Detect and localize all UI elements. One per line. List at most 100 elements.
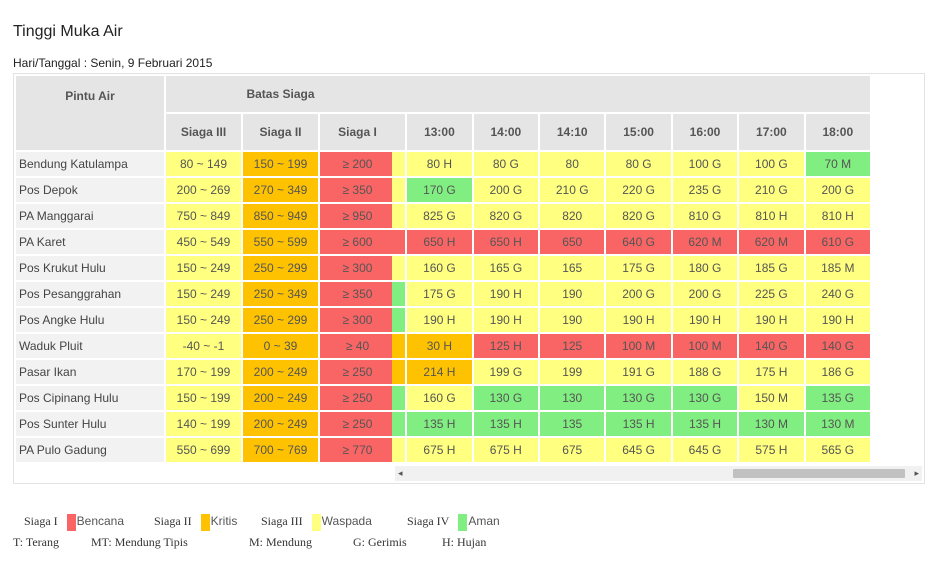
- legend-label: Siaga II: [154, 514, 192, 529]
- legend-swatch: [458, 514, 468, 531]
- horizontal-scrollbar[interactable]: ◂ ▸: [395, 466, 922, 481]
- reading-cell: 620 M: [672, 230, 738, 254]
- reading-cell: 80: [540, 152, 605, 176]
- siaga-2-range: 700 ~ 769: [243, 438, 318, 462]
- reading-cell: 135 H: [672, 412, 738, 436]
- weather-code: MT: Mendung Tipis: [91, 535, 188, 549]
- reading-cell: 210 G: [739, 178, 804, 202]
- weather-code: T: Terang: [13, 535, 59, 549]
- reading-cell: 175 G: [606, 256, 671, 280]
- siaga-1-range: ≥ 350: [320, 178, 395, 202]
- scroll-right-icon[interactable]: ▸: [914, 468, 919, 478]
- reading-cell: 125 H: [473, 334, 539, 358]
- reading-cell: 180 G: [672, 256, 738, 280]
- legend-label: Siaga I: [24, 514, 58, 529]
- header-spacer: [392, 76, 870, 112]
- reading-cell: [392, 230, 406, 254]
- legend-status-name: Bencana: [76, 514, 125, 529]
- siaga-3-range: -40 ~ -1: [166, 334, 241, 358]
- reading-cell: 80 H: [407, 152, 472, 176]
- legend-status-name: Aman: [468, 514, 500, 529]
- time-column-header: 14:00: [473, 114, 539, 150]
- reading-cell: 235 G: [672, 178, 738, 202]
- siaga-3-header: Siaga III: [166, 114, 241, 150]
- reading-cell: 130 G: [672, 386, 738, 410]
- scrollbar-thumb[interactable]: [733, 469, 905, 478]
- station-threshold-table: Pintu Air Batas Siaga Siaga III Siaga II…: [14, 74, 397, 464]
- reading-cell: 225 G: [739, 282, 804, 306]
- table-row: Pos Angke Hulu 150 ~ 249 250 ~ 299 ≥ 300: [16, 308, 395, 332]
- reading-cell: 214 H: [407, 360, 472, 384]
- weather-code: M: Mendung: [249, 535, 312, 549]
- siaga-2-range: 200 ~ 249: [243, 386, 318, 410]
- reading-cell: 200 G: [606, 282, 671, 306]
- siaga-2-range: 250 ~ 299: [243, 256, 318, 280]
- station-name: PA Manggarai: [16, 204, 164, 228]
- siaga-1-range: ≥ 600: [320, 230, 395, 254]
- reading-row: 675 H 675 H 675 645 G 645 G 575 H 565 G: [392, 438, 870, 462]
- siaga-2-range: 250 ~ 299: [243, 308, 318, 332]
- siaga-3-range: 150 ~ 199: [166, 386, 241, 410]
- reading-cell: 620 M: [739, 230, 804, 254]
- legend-label: Siaga IV: [407, 514, 450, 529]
- siaga-1-range: ≥ 950: [320, 204, 395, 228]
- reading-cell: 165 G: [473, 256, 539, 280]
- reading-cell: 191 G: [606, 360, 671, 384]
- reading-cell: 240 G: [805, 282, 870, 306]
- reading-cell: [392, 152, 406, 176]
- reading-cell: 135 H: [606, 412, 671, 436]
- siaga-2-range: 150 ~ 199: [243, 152, 318, 176]
- siaga-3-range: 140 ~ 199: [166, 412, 241, 436]
- siaga-1-range: ≥ 300: [320, 256, 395, 280]
- reading-cell: 130 M: [739, 412, 804, 436]
- reading-cell: 190: [540, 308, 605, 332]
- reading-row: 650 H 650 H 650 640 G 620 M 620 M 610 G: [392, 230, 870, 254]
- reading-cell: 650 H: [407, 230, 472, 254]
- reading-cell: 140 G: [739, 334, 804, 358]
- scroll-left-icon[interactable]: ◂: [398, 468, 403, 478]
- reading-cell: 130 G: [606, 386, 671, 410]
- reading-cell: 80 G: [473, 152, 539, 176]
- station-name: Pos Depok: [16, 178, 164, 202]
- time-column-header: 14:10: [540, 114, 605, 150]
- siaga-2-range: 0 ~ 39: [243, 334, 318, 358]
- table-row: PA Pulo Gadung 550 ~ 699 700 ~ 769 ≥ 770: [16, 438, 395, 462]
- reading-cell: [392, 256, 406, 280]
- water-level-table-frame: Pintu Air Batas Siaga Siaga III Siaga II…: [13, 73, 925, 484]
- reading-cell: [392, 204, 406, 228]
- reading-row: 30 H 125 H 125 100 M 100 M 140 G 140 G: [392, 334, 870, 358]
- reading-cell: [392, 282, 406, 306]
- reading-cell: 190 H: [473, 308, 539, 332]
- reading-cell: 135: [540, 412, 605, 436]
- reading-cell: 175 G: [407, 282, 472, 306]
- table-row: Pasar Ikan 170 ~ 199 200 ~ 249 ≥ 250: [16, 360, 395, 384]
- reading-cell: [392, 438, 406, 462]
- siaga-2-header: Siaga II: [243, 114, 318, 150]
- reading-cell: 160 G: [407, 256, 472, 280]
- reading-cell: 185 M: [805, 256, 870, 280]
- reading-cell: H: [392, 178, 406, 202]
- weather-code: G: Gerimis: [353, 535, 407, 549]
- table-row: PA Manggarai 750 ~ 849 850 ~ 949 ≥ 950: [16, 204, 395, 228]
- reading-cell: 675 H: [473, 438, 539, 462]
- reading-cell: 125: [540, 334, 605, 358]
- table-row: Pos Sunter Hulu 140 ~ 199 200 ~ 249 ≥ 250: [16, 412, 395, 436]
- time-column-header: 18:00: [805, 114, 870, 150]
- reading-cell: 100 G: [672, 152, 738, 176]
- station-name: Pos Angke Hulu: [16, 308, 164, 332]
- station-name: Pasar Ikan: [16, 360, 164, 384]
- batas-siaga-header: Batas Siaga: [166, 76, 395, 112]
- reading-cell: 175 H: [739, 360, 804, 384]
- legend-swatch: [311, 514, 321, 531]
- reading-cell: 825 G: [407, 204, 472, 228]
- siaga-1-range: ≥ 200: [320, 152, 395, 176]
- reading-cell: [392, 360, 406, 384]
- station-name: Pos Sunter Hulu: [16, 412, 164, 436]
- siaga-1-range: ≥ 300: [320, 308, 395, 332]
- reading-cell: 210 G: [540, 178, 605, 202]
- station-name: Waduk Pluit: [16, 334, 164, 358]
- station-name: PA Pulo Gadung: [16, 438, 164, 462]
- legend-item-kritis: Siaga II Kritis: [154, 514, 237, 531]
- reading-cell: 820 G: [473, 204, 539, 228]
